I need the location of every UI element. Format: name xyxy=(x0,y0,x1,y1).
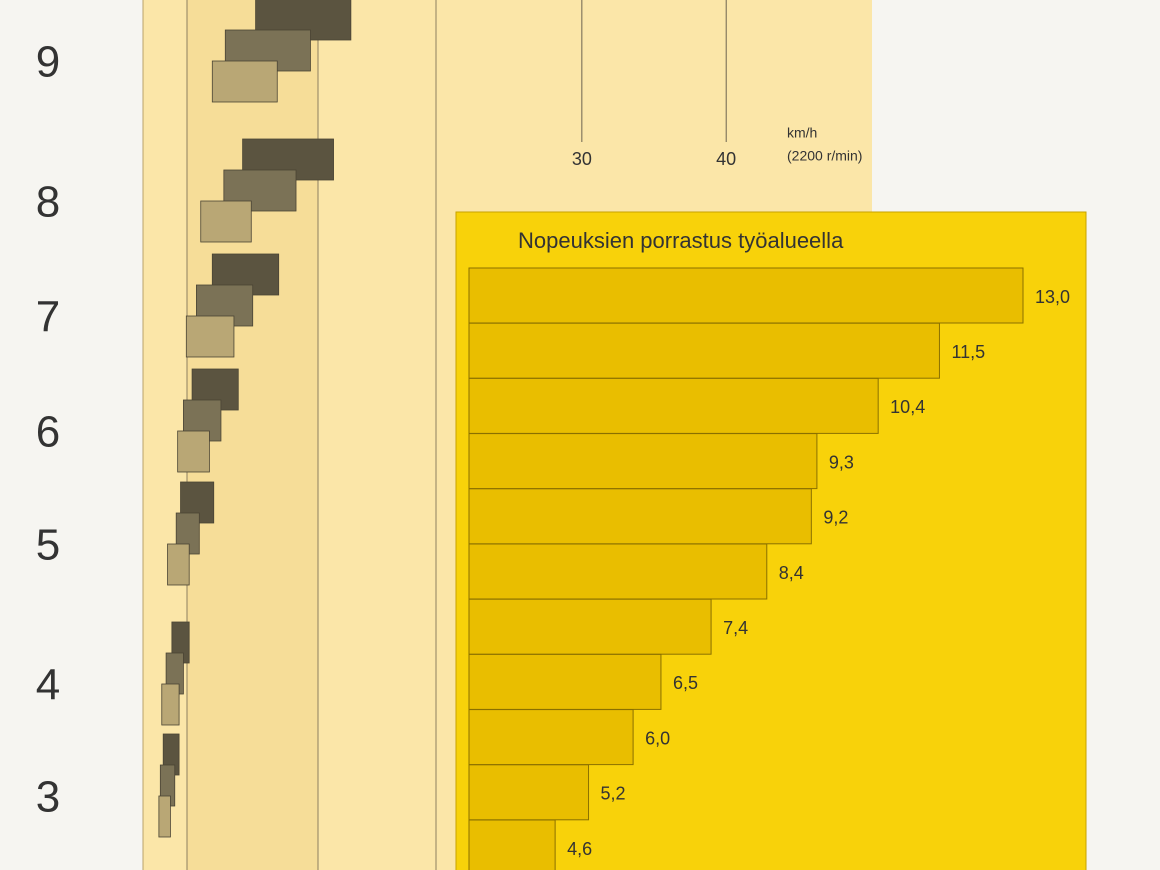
bar xyxy=(468,377,879,434)
gear-chart: 30 40 km/h (2200 r/min) 9 8 7 6 5 4 3 xyxy=(36,0,862,838)
value-label: 6,0 xyxy=(645,728,670,748)
bar xyxy=(468,709,634,766)
bar xyxy=(468,819,556,870)
range-bar xyxy=(223,169,297,212)
bar xyxy=(468,653,662,710)
range-bar xyxy=(185,315,235,358)
range-bar xyxy=(161,683,180,726)
x-tick-label: 40 xyxy=(716,149,736,169)
bar xyxy=(468,322,940,379)
step-chart: Nopeuksien porrastus työalueella 13,0 11,5… xyxy=(468,228,1070,870)
bar xyxy=(468,488,812,545)
value-label: 7,4 xyxy=(723,618,748,638)
range-bar xyxy=(200,200,252,243)
value-label: 9,3 xyxy=(829,452,854,472)
value-label: 10,4 xyxy=(890,397,925,417)
bar xyxy=(468,764,590,821)
gear-label: 7 xyxy=(36,293,60,342)
bar xyxy=(468,543,768,600)
range-bar xyxy=(177,430,210,473)
value-label: 5,2 xyxy=(601,784,626,804)
value-label: 4,6 xyxy=(567,839,592,859)
value-label: 11,5 xyxy=(951,342,985,362)
value-label: 9,2 xyxy=(823,508,848,528)
bar xyxy=(468,598,712,655)
value-label: 13,0 xyxy=(1035,287,1070,307)
gear-label: 3 xyxy=(36,773,60,822)
gear-label: 9 xyxy=(36,38,60,87)
gear-label: 5 xyxy=(36,521,60,570)
value-label: 8,4 xyxy=(779,563,804,583)
range-bar xyxy=(211,60,278,103)
x-axis-label: km/h xyxy=(787,125,817,141)
value-label: 6,5 xyxy=(673,673,698,693)
x-axis-note: (2200 r/min) xyxy=(787,148,862,164)
range-bar xyxy=(167,543,190,586)
bar xyxy=(468,433,818,490)
gear-label: 6 xyxy=(36,408,60,457)
x-tick-label: 30 xyxy=(572,149,592,169)
gear-label: 4 xyxy=(36,661,60,710)
gear-label: 8 xyxy=(36,178,60,227)
range-bar xyxy=(158,795,171,838)
bar xyxy=(468,267,1024,324)
chart-title: Nopeuksien porrastus työalueella xyxy=(518,228,844,253)
